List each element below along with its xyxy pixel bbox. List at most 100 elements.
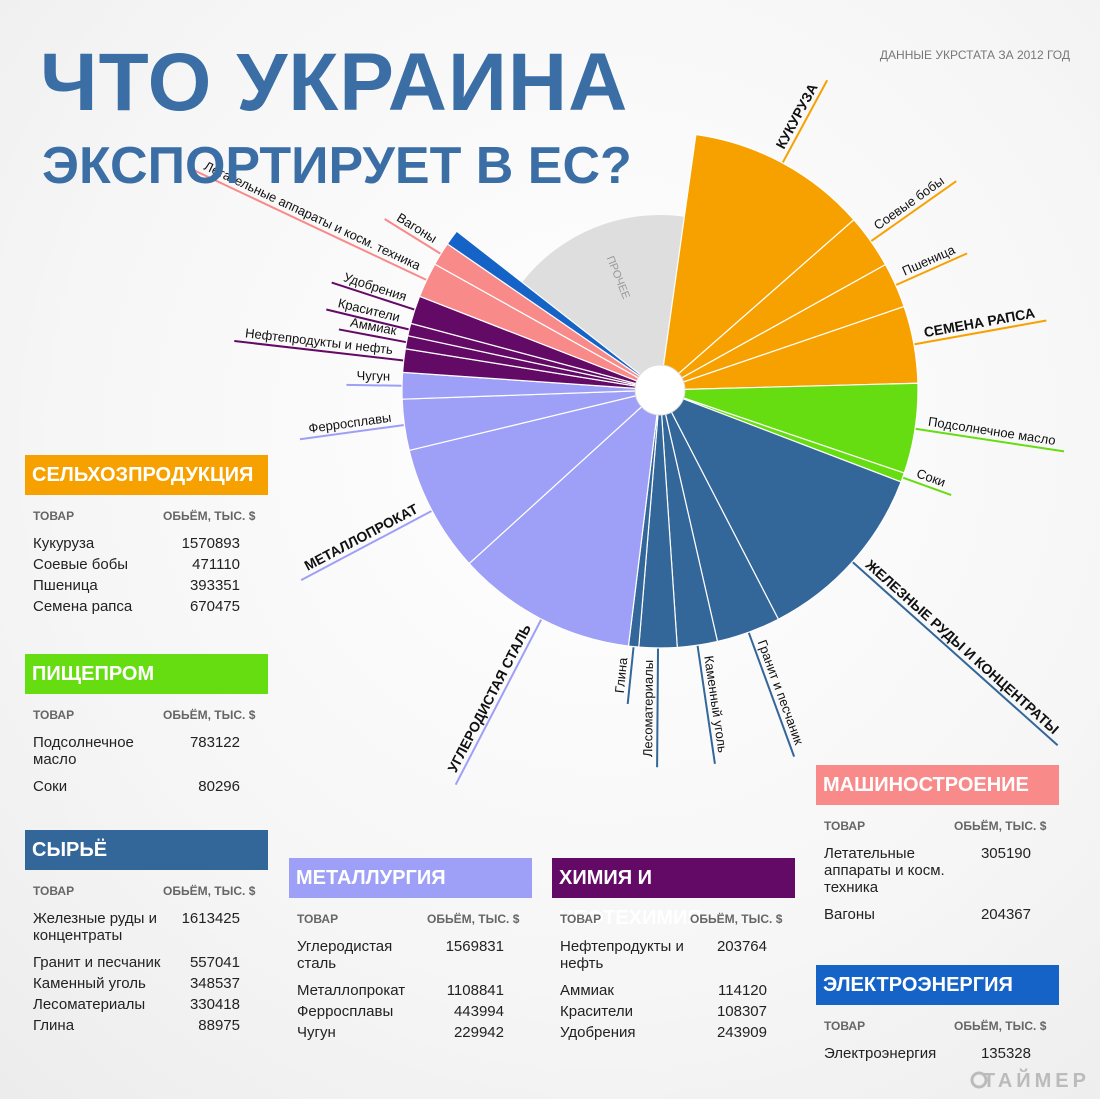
table-row: Глина 88975	[33, 1017, 268, 1034]
leader-line	[454, 618, 543, 786]
item-name: Нефтепродукты и нефть	[560, 938, 684, 972]
leader-line	[696, 645, 716, 764]
item-value: 229942	[453, 1024, 504, 1041]
item-value: 114120	[718, 982, 767, 999]
sector-label: Подсолнечное масло	[914, 414, 1065, 453]
category-table: МАШИНОСТРОЕНИЕ ТОВАР ОБЬЁМ, ТЫС. $ Летатель…	[816, 765, 1059, 927]
column-header: ТОВАР	[33, 708, 75, 722]
leader-line	[747, 631, 796, 757]
leader-line	[326, 308, 410, 331]
column-header: ТОВАР	[560, 912, 602, 926]
item-value: 330418	[189, 996, 240, 1013]
sector-label: КУКУРУЗА	[772, 79, 829, 164]
column-headers: ТОВАР ОБЬЁМ, ТЫС. $	[33, 509, 268, 523]
item-value: 783122	[189, 734, 240, 751]
item-value: 80296	[198, 778, 240, 795]
table-row: Пшеница 393351	[33, 577, 268, 594]
item-name: Каменный уголь	[33, 975, 146, 992]
table-row: Вагоны 204367	[824, 906, 1059, 923]
sector-label: Ферросплавы	[299, 410, 405, 441]
item-value: 203764	[716, 938, 767, 955]
title: ЧТО УКРАИНА	[40, 37, 629, 128]
column-headers: ТОВАР ОБЬЁМ, ТЫС. $	[297, 912, 532, 926]
sector-label-text: Подсолнечное масло	[927, 414, 1056, 448]
item-value: 670475	[189, 598, 240, 615]
table-row: Соки 80296	[33, 778, 268, 795]
leader-line	[902, 476, 952, 496]
item-name: Семена рапса	[33, 598, 133, 615]
leader-line	[851, 561, 1059, 747]
leader-line	[331, 281, 416, 311]
sector-label-text: Гранит и песчаник	[755, 638, 807, 747]
sector-label: Лесоматериалы	[640, 647, 660, 768]
table-row: Нефтепродукты и нефть 203764	[560, 938, 795, 972]
leader-line	[913, 319, 1047, 346]
leader-line	[191, 168, 428, 281]
category-table: МЕТАЛЛУРГИЯ ТОВАР ОБЬЁМ, ТЫС. $ Углеродиста…	[289, 858, 532, 1045]
table-row: Углеродистая сталь 1569831	[297, 938, 532, 972]
category-header: ЭЛЕКТРОЭНЕРГИЯ	[816, 965, 1059, 1005]
sector-label: УГЛЕРОДИСТАЯ СТАЛЬ	[444, 618, 543, 786]
item-name: Ферросплавы	[297, 1003, 394, 1020]
item-name: Глина	[33, 1017, 75, 1034]
sector-label-text: ЖЕЛЕЗНЫЕ РУДЫ И КОНЦЕНТРАТЫ	[862, 556, 1062, 737]
item-name: Кукуруза	[33, 535, 95, 552]
sector-label-text: Соки	[915, 466, 948, 490]
item-name: Электроэнергия	[824, 1045, 937, 1062]
item-value: 135328	[980, 1045, 1031, 1062]
item-value: 443994	[453, 1003, 504, 1020]
sector	[659, 133, 855, 392]
column-header: ТОВАР	[33, 509, 75, 523]
item-value: 348537	[189, 975, 240, 992]
category-table: СЕЛЬХОЗПРОДУКЦИЯ ТОВАР ОБЬЁМ, ТЫС. $ Кукуру…	[25, 455, 268, 619]
sector-label-text: МЕТАЛЛОПРОКАТ	[302, 500, 421, 573]
category-table: ЭЛЕКТРОЭНЕРГИЯ ТОВАР ОБЬЁМ, ТЫС. $ Электроэ…	[816, 965, 1059, 1066]
column-header: ОБЬЁМ, ТЫС. $	[163, 708, 256, 722]
table-row: Кукуруза 1570893	[33, 535, 268, 552]
item-value: 1613425	[181, 910, 240, 927]
table-row: Электроэнергия 135328	[824, 1045, 1059, 1062]
sector-label: Соки	[902, 466, 952, 496]
item-value: 1570893	[181, 535, 240, 552]
item-value: 393351	[189, 577, 240, 594]
item-name: Соевые бобы	[33, 556, 129, 573]
table-row: Красители 108307	[560, 1003, 795, 1020]
column-header: ТОВАР	[297, 912, 339, 926]
sector-label-text: Лесоматериалы	[640, 660, 656, 757]
sector-label-text: Соевые бобы	[871, 173, 947, 233]
column-header: ТОВАР	[33, 884, 75, 898]
category-header: ПИЩЕПРОМ	[25, 654, 268, 694]
item-value: 204367	[980, 906, 1031, 923]
sector-label: Гранит и песчаник	[747, 631, 807, 757]
sector-label: Глина	[612, 646, 635, 705]
table-row: Гранит и песчаник 557041	[33, 954, 268, 971]
item-value: 243909	[716, 1024, 767, 1041]
sector-label: Чугун	[346, 368, 403, 387]
table-row: Соевые бобы 471110	[33, 556, 268, 573]
item-name: Металлопрокат	[297, 982, 406, 999]
sector	[658, 388, 902, 621]
table-row: Семена рапса 670475	[33, 598, 268, 615]
leader-line	[626, 646, 635, 705]
column-header: ОБЬЁМ, ТЫС. $	[954, 819, 1047, 833]
category-header: ХИМИЯ И НЕФТЕХИМИЯ	[552, 858, 795, 929]
table-row: Железные руды и концентраты 1613425	[33, 910, 268, 944]
item-value: 1569831	[445, 938, 504, 955]
leader-line	[234, 340, 404, 362]
sector-label-text: Пшеница	[900, 242, 958, 279]
brand-icon	[970, 1071, 988, 1089]
source: ДАННЫЕ УКРСТАТА ЗА 2012 ГОД	[879, 48, 1070, 62]
item-value: 557041	[189, 954, 240, 971]
subtitle: ЭКСПОРТИРУЕТ В ЕС?	[42, 137, 632, 195]
category-table: ХИМИЯ И НЕФТЕХИМИЯ ТОВАР ОБЬЁМ, ТЫС. $ Нефт…	[552, 858, 795, 1045]
item-name: Соки	[33, 778, 68, 795]
category-header: МЕТАЛЛУРГИЯ	[289, 858, 532, 898]
table-row: Ферросплавы 443994	[297, 1003, 532, 1020]
item-name: Гранит и песчаник	[33, 954, 161, 971]
item-value: 471110	[192, 556, 240, 573]
item-value: 88975	[198, 1017, 240, 1034]
column-header: ОБЬЁМ, ТЫС. $	[690, 912, 783, 926]
center-hole	[634, 364, 686, 416]
column-headers: ТОВАР ОБЬЁМ, ТЫС. $	[33, 708, 268, 722]
